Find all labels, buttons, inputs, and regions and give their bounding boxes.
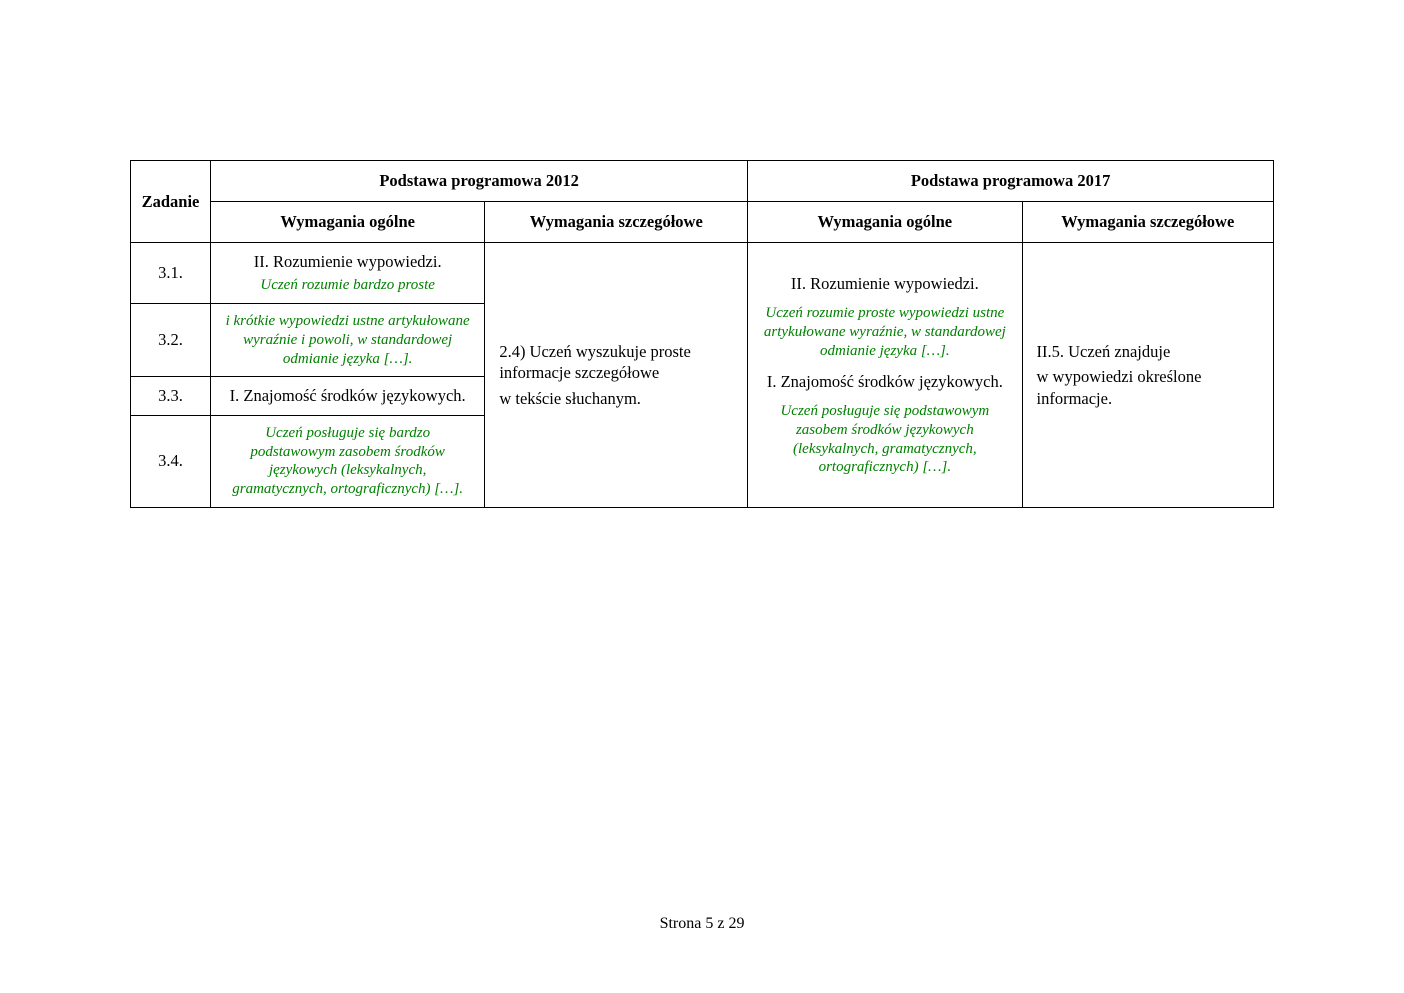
text-italic: i krótkie wypowiedzi ustne artykułowane …: [221, 312, 474, 368]
cell-2012-szczeg: 2.4) Uczeń wyszukuje proste informacje s…: [485, 243, 748, 508]
text-italic: Uczeń rozumie bardzo proste: [221, 276, 474, 295]
header-pp2017: Podstawa programowa 2017: [748, 161, 1274, 202]
text-line: II. Rozumienie wypowiedzi.: [758, 273, 1011, 294]
table-row: 3.1. II. Rozumienie wypowiedzi. Uczeń ro…: [131, 243, 1274, 304]
text-line: I. Znajomość środków językowych.: [221, 385, 474, 406]
header-2017-ogolne: Wymagania ogólne: [748, 202, 1022, 243]
cell-2012-ogolne-r3: I. Znajomość środków językowych.: [211, 377, 485, 415]
cell-2012-ogolne-r4: Uczeń posługuje się bardzo podstawowym z…: [211, 415, 485, 507]
page-footer: Strona 5 z 29: [0, 915, 1404, 933]
header-2012-szczeg: Wymagania szczegółowe: [485, 202, 748, 243]
header-zadanie: Zadanie: [131, 161, 211, 243]
header-row-2: Wymagania ogólne Wymagania szczegółowe W…: [131, 202, 1274, 243]
text-line: 2.4) Uczeń wyszukuje proste informacje s…: [499, 341, 737, 384]
header-2012-ogolne: Wymagania ogólne: [211, 202, 485, 243]
header-pp2012: Podstawa programowa 2012: [211, 161, 748, 202]
zadanie-cell: 3.1.: [131, 243, 211, 304]
text-line: w tekście słuchanym.: [499, 388, 737, 409]
cell-2017-ogolne: II. Rozumienie wypowiedzi. Uczeń rozumie…: [748, 243, 1022, 508]
text-italic: Uczeń posługuje się podstawowym zasobem …: [758, 402, 1011, 477]
curriculum-table: Zadanie Podstawa programowa 2012 Podstaw…: [130, 160, 1274, 508]
zadanie-cell: 3.2.: [131, 304, 211, 377]
cell-2012-ogolne-r1: II. Rozumienie wypowiedzi. Uczeń rozumie…: [211, 243, 485, 304]
cell-2012-ogolne-r2: i krótkie wypowiedzi ustne artykułowane …: [211, 304, 485, 377]
text-italic: Uczeń posługuje się bardzo podstawowym z…: [221, 424, 474, 499]
cell-2017-szczeg: II.5. Uczeń znajduje w wypowiedzi określ…: [1022, 243, 1274, 508]
header-row-1: Zadanie Podstawa programowa 2012 Podstaw…: [131, 161, 1274, 202]
text-line: II. Rozumienie wypowiedzi.: [221, 251, 474, 272]
zadanie-cell: 3.4.: [131, 415, 211, 507]
header-2017-szczeg: Wymagania szczegółowe: [1022, 202, 1274, 243]
text-italic: Uczeń rozumie proste wypowiedzi ustne ar…: [758, 304, 1011, 360]
zadanie-cell: 3.3.: [131, 377, 211, 415]
text-line: II.5. Uczeń znajduje: [1037, 341, 1264, 362]
text-line: w wypowiedzi określone informacje.: [1037, 366, 1264, 409]
text-line: I. Znajomość środków językowych.: [758, 371, 1011, 392]
